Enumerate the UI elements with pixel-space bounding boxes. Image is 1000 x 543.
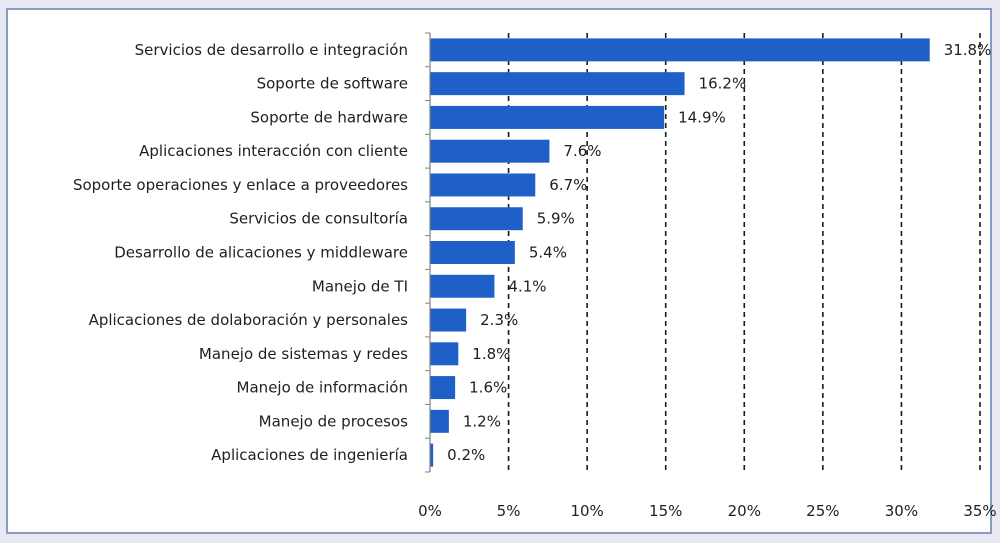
category-label: Manejo de TI [312,277,408,295]
bar [430,443,434,467]
category-label: Manejo de información [237,379,408,397]
x-tick-label: 25% [806,502,839,520]
bar [430,72,685,96]
x-tick-labels: 0% 5% 10% 15% 20% 25% 30% 35% [418,502,997,520]
x-tick-label: 0% [418,502,442,520]
chart-frame [6,8,992,534]
bar [430,105,665,129]
category-label: Servicios de consultoría [229,210,408,228]
bar [430,274,495,298]
bar [430,173,536,197]
value-label: 0.2% [447,446,485,464]
value-label: 14.9% [678,108,726,126]
bar [430,409,449,433]
category-label: Servicios de desarrollo e integración [135,41,408,59]
value-label: 1.8% [472,345,510,363]
category-label: Manejo de sistemas y redes [199,345,408,363]
category-label: Soporte operaciones y enlace a proveedor… [73,176,408,194]
x-tick-label: 15% [649,502,682,520]
value-label: 1.2% [463,412,501,430]
category-label: Soporte de hardware [250,108,408,126]
category-labels: Servicios de desarrollo e integración Sop… [73,41,408,464]
x-tick-label: 20% [728,502,761,520]
category-label: Aplicaciones de dolaboración y personale… [89,311,409,329]
value-label: 1.6% [469,379,507,397]
category-label: Manejo de procesos [259,412,409,430]
value-label: 2.3% [480,311,518,329]
value-label: 6.7% [549,176,587,194]
bar [430,241,515,264]
bar [430,38,930,62]
value-labels: 31.8% 16.2% 14.9% 7.6% 6.7% 5.9% 5.4% 4.1% 2.3% 1… [447,41,991,464]
category-label: Soporte de software [257,75,408,93]
x-tick-label: 10% [570,502,603,520]
bar [430,139,550,163]
bar [430,207,523,231]
bar [430,342,459,366]
value-label: 5.9% [537,210,575,228]
x-tick-label: 5% [497,502,521,520]
bar [430,308,467,332]
value-label: 31.8% [944,41,992,59]
x-tick-label: 35% [963,502,996,520]
value-label: 7.6% [563,142,601,160]
bars [430,38,930,467]
category-label: Aplicaciones interacción con cliente [139,142,408,160]
x-tick-label: 30% [885,502,918,520]
category-label: Aplicaciones de ingeniería [211,446,408,464]
category-label: Desarrollo de alicaciones y middleware [114,244,408,262]
gridlines [507,33,981,472]
axes [425,32,431,473]
value-label: 16.2% [699,75,747,93]
bar [430,376,456,400]
value-label: 5.4% [529,244,567,262]
value-label: 4.1% [508,277,546,295]
